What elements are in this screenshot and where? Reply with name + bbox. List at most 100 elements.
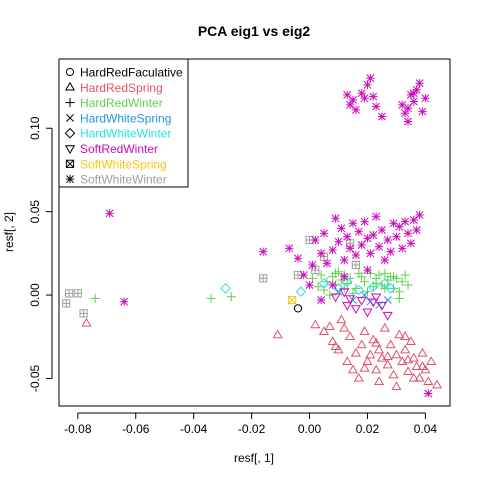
- data-point-hardredspring: [376, 352, 388, 362]
- data-point-softredwinter: [330, 293, 341, 303]
- data-point-hardredwinter: [348, 288, 358, 298]
- data-point-hardredspring: [356, 339, 367, 349]
- data-point-softredwinter-star: [354, 227, 363, 236]
- data-point-softwhitewinter: [65, 289, 74, 298]
- data-point-softredwinter-star: [105, 209, 114, 218]
- data-point-hardredspring: [318, 326, 330, 335]
- x-tick-label: -0.08: [64, 422, 92, 436]
- data-point-hardredspring: [379, 322, 390, 332]
- data-point-softredwinter-star: [319, 229, 329, 238]
- data-point-hardredwinter: [325, 290, 335, 300]
- data-point-softredwinter-star: [403, 229, 413, 238]
- data-point-hardredspring: [342, 356, 353, 365]
- data-point-hardwhitewinter: [379, 278, 391, 289]
- data-point-softredwinter-star: [340, 255, 349, 265]
- data-point-softwhitewinter: [79, 309, 88, 318]
- data-point-softredwinter-star: [386, 247, 395, 256]
- data-point-hardredspring: [365, 349, 376, 359]
- data-point-softredwinter-star: [398, 244, 407, 253]
- data-point-hardredwinter: [394, 293, 404, 303]
- data-point-hardredwinter: [307, 273, 318, 283]
- data-point-softredwinter-star: [374, 242, 384, 251]
- y-tick-label: 0.10: [28, 116, 42, 140]
- data-point-hardredwinter: [354, 268, 364, 278]
- x-axis: -0.08 -0.06 -0.04 -0.02 0.00 0.02 0.04: [64, 412, 437, 436]
- data-point-hardredspring: [408, 352, 419, 362]
- data-point-softredwinter-star: [360, 217, 369, 226]
- x-tick-label: -0.02: [238, 422, 266, 436]
- data-point-softwhitewinter: [62, 299, 71, 308]
- legend-label-hardredwinter: HardRedWinter: [80, 96, 163, 110]
- y-axis-label: resf[, 2]: [2, 212, 16, 252]
- data-point-softredwinter-star: [363, 265, 372, 275]
- data-point-softredwinter-star: [383, 235, 392, 245]
- x-axis-label: resf[, 1]: [234, 451, 274, 465]
- data-point-softredwinter-star: [366, 249, 375, 258]
- data-point-softredwinter: [382, 311, 393, 321]
- data-point-hardredspring: [353, 372, 364, 382]
- data-point-softredwinter-star: [305, 280, 314, 290]
- data-point-softredwinter-star: [380, 255, 389, 265]
- data-point-softredwinter-star: [299, 270, 308, 280]
- y-tick-label: 0.05: [28, 200, 42, 224]
- data-point-hardredspring: [426, 356, 437, 365]
- data-point-softredwinter-star: [120, 297, 129, 306]
- data-point-hardredspring: [330, 341, 341, 350]
- data-point-hardredspring: [385, 339, 396, 349]
- data-point-hardredwinter: [400, 270, 410, 280]
- data-point-softredwinter-star: [415, 79, 424, 88]
- data-point-softredwinter-star: [398, 100, 407, 109]
- data-point-hardredspring: [272, 329, 283, 339]
- data-point-softredwinter-star: [369, 92, 378, 101]
- x-tick-label: 0.00: [298, 422, 322, 436]
- data-point-softredwinter-star: [403, 104, 413, 113]
- data-point-hardredspring: [81, 317, 92, 327]
- data-point-softredwinter-star: [348, 219, 358, 228]
- data-point-hardredspring: [362, 356, 373, 365]
- legend-box: [58, 58, 189, 188]
- data-point-softredwinter-star: [409, 89, 418, 98]
- data-point-hardredspring: [345, 331, 356, 340]
- legend-label-hardredfaculative: HardRedFaculative: [80, 66, 183, 80]
- data-point-softredwinter-star: [345, 244, 355, 253]
- legend-label-softredwinter: SoftRedWinter: [80, 142, 158, 156]
- y-tick-label: 0.00: [28, 283, 42, 307]
- data-point-softredwinter-star: [357, 240, 366, 250]
- x-tick-label: -0.04: [180, 422, 208, 436]
- data-point-hardredwinter: [90, 293, 100, 303]
- data-point-softredwinter-star: [363, 80, 372, 89]
- data-point-softredwinter-star: [421, 94, 430, 103]
- data-point-hardredspring: [394, 329, 405, 339]
- data-point-softredwinter-star: [328, 280, 337, 290]
- data-point-softredwinter-star: [377, 112, 387, 121]
- data-point-softwhitewinter: [259, 274, 268, 283]
- data-point-hardredspring: [405, 336, 416, 345]
- data-point-softredwinter-star: [372, 212, 381, 221]
- data-point-hardredwinter: [374, 270, 384, 280]
- data-point-softredwinter-star: [366, 74, 375, 83]
- legend-label-hardwhitewinter: HardWhiteWinter: [80, 127, 171, 141]
- data-point-softredwinter-star: [351, 250, 360, 260]
- data-point-softredwinter-star: [360, 94, 369, 103]
- data-point-softredwinter-star: [395, 222, 404, 231]
- chart-title: PCA eig1 vs eig2: [198, 23, 311, 39]
- data-point-hardwhitewinter: [295, 286, 307, 298]
- data-point-hardredwinter: [206, 293, 216, 303]
- data-point-softredwinter-star: [377, 225, 387, 235]
- data-point-softredwinter-star: [392, 232, 401, 241]
- data-point-hardredspring: [339, 322, 350, 332]
- series-softredwinter: [330, 288, 393, 321]
- data-point-softwhitewinter: [73, 289, 82, 298]
- series-hardredspring: [81, 314, 443, 391]
- data-point-hardredspring: [371, 364, 382, 374]
- data-point-softredwinter-star: [424, 389, 433, 398]
- legend-symbol-hardredfaculative: [65, 67, 75, 77]
- series-hardredfaculative: [293, 304, 303, 313]
- data-points-layer: [62, 74, 443, 398]
- data-point-softredwinter-star: [328, 245, 337, 255]
- data-point-hardredwinter: [380, 268, 390, 278]
- data-point-softredwinter-star: [412, 225, 421, 235]
- data-point-hardwhitewinter: [333, 283, 344, 294]
- data-point-softredwinter-star: [293, 254, 303, 263]
